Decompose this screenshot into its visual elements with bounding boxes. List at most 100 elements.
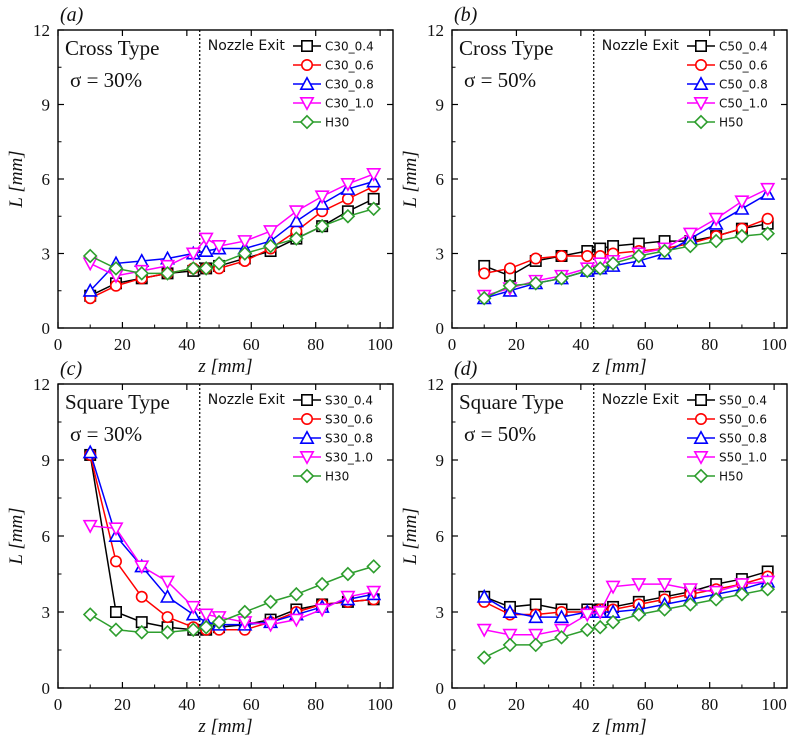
data-point bbox=[528, 275, 544, 291]
data-point bbox=[288, 613, 304, 628]
data-point bbox=[366, 168, 382, 182]
data-point bbox=[478, 267, 491, 280]
x-tick-label: 20 bbox=[114, 695, 131, 714]
data-point bbox=[366, 201, 382, 217]
data-point bbox=[211, 240, 227, 254]
data-point bbox=[159, 575, 176, 590]
data-point bbox=[476, 290, 492, 306]
type-label: Square Type bbox=[459, 390, 564, 414]
data-point bbox=[340, 208, 356, 224]
legend-marker bbox=[300, 412, 313, 425]
y-axis-title: L [mm] bbox=[400, 150, 421, 208]
data-point bbox=[109, 605, 122, 618]
data-point bbox=[476, 623, 492, 638]
legend-entry: H30 bbox=[325, 470, 349, 484]
data-point bbox=[708, 212, 724, 227]
y-tick-label: 3 bbox=[436, 603, 445, 622]
data-point bbox=[529, 252, 542, 265]
legend-marker bbox=[693, 76, 709, 90]
series-line bbox=[89, 185, 374, 299]
data-point bbox=[555, 249, 568, 262]
data-point bbox=[82, 248, 98, 264]
y-axis-title: L [mm] bbox=[6, 507, 27, 565]
series-line bbox=[89, 208, 374, 275]
data-point bbox=[553, 609, 570, 624]
data-point bbox=[314, 576, 330, 592]
legend-marker bbox=[693, 97, 709, 111]
legend-marker bbox=[299, 76, 315, 90]
data-point bbox=[579, 608, 595, 623]
y-tick-label: 6 bbox=[42, 527, 51, 546]
data-point bbox=[682, 583, 698, 598]
data-point bbox=[108, 261, 124, 276]
legend: S30_0.4 S30_0.6 S30_0.8 S30_1.0 H30 bbox=[293, 394, 373, 484]
series-line bbox=[484, 580, 768, 636]
x-axis-title: z [mm] bbox=[197, 356, 252, 377]
data-point bbox=[135, 590, 148, 603]
x-tick-label: 80 bbox=[307, 695, 324, 714]
data-point bbox=[314, 190, 330, 205]
x-tick-label: 80 bbox=[701, 335, 718, 354]
legend-entry: C50_1.0 bbox=[719, 97, 768, 111]
x-tick-label: 40 bbox=[178, 695, 195, 714]
legend-entry: S50_0.4 bbox=[719, 394, 767, 408]
x-tick-label: 20 bbox=[508, 335, 525, 354]
series-H50 bbox=[476, 581, 776, 665]
legend-entry: C50_0.6 bbox=[719, 59, 768, 73]
data-point bbox=[198, 232, 214, 247]
series-line bbox=[483, 588, 768, 659]
data-point bbox=[734, 578, 750, 593]
legend-marker bbox=[694, 58, 707, 71]
data-point bbox=[554, 271, 569, 286]
x-tick-label: 40 bbox=[178, 335, 195, 354]
data-point bbox=[592, 619, 608, 635]
legend-marker bbox=[299, 468, 315, 484]
data-point bbox=[682, 227, 698, 242]
data-point bbox=[528, 609, 544, 624]
legend-marker bbox=[299, 430, 315, 445]
data-point bbox=[198, 261, 214, 276]
series-line bbox=[483, 570, 768, 611]
data-point bbox=[288, 213, 304, 228]
data-point bbox=[109, 555, 122, 568]
data-point bbox=[683, 597, 698, 612]
legend-entry: H50 bbox=[719, 116, 743, 130]
panel-label: (a) bbox=[60, 4, 84, 26]
legend-entry: S30_1.0 bbox=[325, 451, 373, 465]
legend-entry: S50_0.6 bbox=[719, 413, 767, 427]
panel-d: 0 20 40 60 80 100 0 3 6 9 12 z [mm] L [mm] (d) Nozzle … bbox=[400, 358, 788, 737]
x-tick-label: 100 bbox=[761, 335, 787, 354]
data-point bbox=[605, 580, 621, 595]
data-point bbox=[631, 248, 647, 264]
data-point bbox=[314, 603, 330, 618]
data-point bbox=[503, 262, 516, 275]
legend-entry: C30_0.6 bbox=[325, 59, 374, 73]
legend-entry: S50_1.0 bbox=[719, 451, 767, 465]
data-point bbox=[198, 619, 214, 635]
data-point bbox=[185, 261, 201, 276]
series-line bbox=[484, 188, 768, 297]
y-tick-label: 3 bbox=[42, 245, 51, 264]
sigma-label: σ = 30% bbox=[70, 422, 142, 446]
series-line bbox=[89, 173, 374, 277]
legend-entry: C30_0.8 bbox=[325, 78, 374, 92]
data-point bbox=[760, 182, 776, 197]
data-point bbox=[528, 628, 544, 643]
legend-entry: S30_0.8 bbox=[325, 432, 373, 446]
legend: C30_0.4 C30_0.6 C30_0.8 C30_1.0 H30 bbox=[293, 40, 374, 130]
data-point bbox=[502, 637, 518, 653]
panel-c: 0 20 40 60 80 100 0 3 6 9 12 z [mm] L [mm] (c) Nozzle … bbox=[6, 358, 394, 737]
legend-marker bbox=[693, 114, 709, 130]
legend: S50_0.4 S50_0.6 S50_0.8 S50_1.0 H50 bbox=[687, 394, 767, 484]
data-point bbox=[581, 249, 594, 262]
data-point bbox=[631, 607, 647, 622]
data-point bbox=[237, 604, 253, 620]
y-tick-label: 9 bbox=[42, 451, 51, 470]
panel-label: (b) bbox=[454, 4, 478, 26]
data-point bbox=[198, 608, 214, 623]
y-tick-label: 6 bbox=[42, 170, 51, 189]
data-point bbox=[579, 263, 595, 279]
panel-label: (c) bbox=[60, 358, 83, 380]
y-tick-label: 0 bbox=[436, 679, 445, 698]
data-point bbox=[288, 205, 304, 220]
